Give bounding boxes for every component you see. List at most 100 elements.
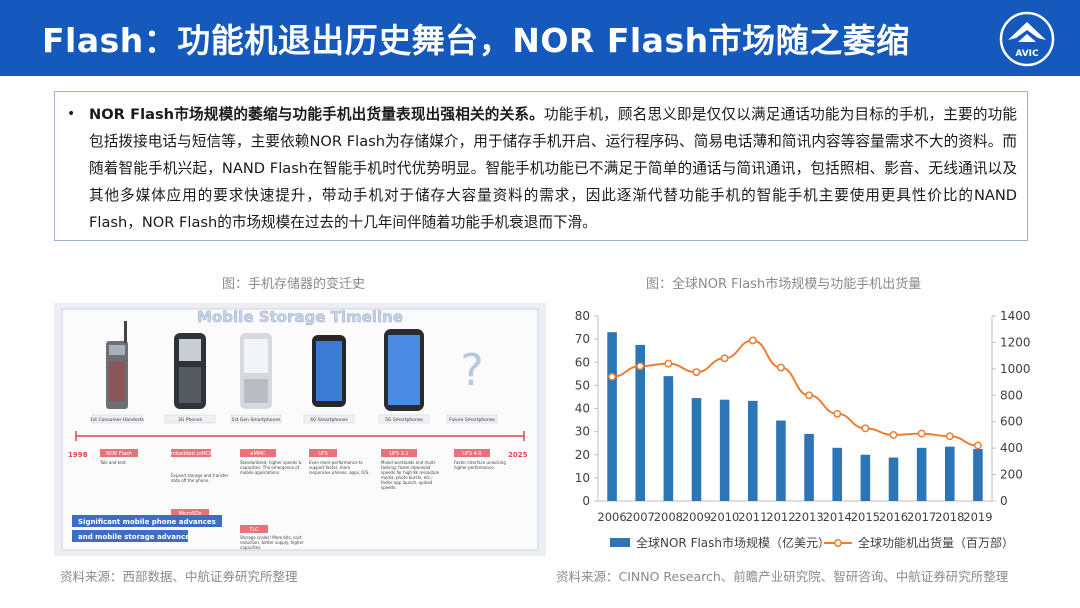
y-tick-label-right: 1000 bbox=[1000, 362, 1031, 376]
bar bbox=[945, 446, 955, 501]
y-tick-label-left: 30 bbox=[575, 425, 590, 439]
mobile-storage-timeline: Mobile Storage Timeline ? 1st Consumer H… bbox=[54, 303, 546, 556]
y-tick-label-left: 10 bbox=[575, 471, 590, 485]
x-tick-label: 2014 bbox=[823, 510, 852, 524]
tag-tlc: TLC bbox=[248, 527, 259, 533]
legend-swatch-bar bbox=[610, 538, 630, 547]
tag-nor: NOR Flash bbox=[106, 451, 132, 457]
timeline-title: Mobile Storage Timeline bbox=[197, 308, 403, 326]
legend-marker-line bbox=[834, 539, 842, 547]
phase-desc: Faster interface unlocking higher perfor… bbox=[454, 460, 506, 470]
line-point bbox=[636, 362, 645, 371]
y-tick-label-right: 1400 bbox=[1000, 309, 1031, 323]
bar bbox=[776, 420, 786, 501]
phase-label: Future Smartphones bbox=[449, 417, 495, 423]
line-point bbox=[945, 432, 954, 441]
banner-line-2: and mobile storage advances: bbox=[78, 533, 197, 541]
line-point bbox=[720, 354, 729, 363]
y-tick-label-left: 50 bbox=[575, 378, 590, 392]
phase-label: 1st Consumer Handsets bbox=[90, 417, 145, 423]
x-tick-label: 2009 bbox=[682, 510, 711, 524]
summary-paragraph: NOR Flash市场规模的萎缩与功能手机出货量表现出强相关的关系。功能手机，顾… bbox=[89, 101, 1017, 236]
legend-label-line: 全球功能机出货量（百万部） bbox=[858, 535, 1014, 550]
line-point bbox=[664, 359, 673, 368]
phase-desc: Mixed workloads and multi-tasking; faste… bbox=[381, 460, 440, 490]
right-source: 资料来源：CINNO Research、前瞻产业研究院、智研咨询、中航证券研究所… bbox=[556, 569, 1009, 584]
line-point bbox=[833, 409, 842, 418]
phase-desc: Talk and text. bbox=[100, 460, 127, 465]
tag-microsd: MicroSDs bbox=[178, 511, 201, 517]
bar bbox=[719, 399, 730, 501]
summary-bold: NOR Flash市场规模的萎缩与功能手机出货量表现出强相关的关系。 bbox=[89, 106, 544, 123]
title-bar: Flash：功能机退出历史舞台，NOR Flash市场随之萎缩 AVIC bbox=[0, 0, 1080, 76]
bar bbox=[973, 448, 983, 501]
phase-label: 1st Gen Smartphones bbox=[232, 417, 282, 423]
y-tick-label-right: 200 bbox=[1000, 468, 1023, 482]
tag-ufs40: UFS 4.0 bbox=[462, 451, 481, 457]
x-tick-label: 2010 bbox=[710, 510, 739, 524]
y-tick-label-left: 0 bbox=[582, 494, 590, 508]
x-tick-label: 2012 bbox=[766, 510, 795, 524]
nor-flash-combo-chart: 0102030405060708002004006008001000120014… bbox=[575, 309, 1031, 550]
summary-bullet: • bbox=[67, 106, 76, 122]
x-tick-label: 2006 bbox=[597, 510, 626, 524]
phase-desc: Even more performance to support faster,… bbox=[309, 460, 370, 475]
phase-desc: Standardized, higher speeds & capacities… bbox=[240, 460, 302, 475]
phone-5g-icon bbox=[384, 329, 424, 411]
line-point bbox=[608, 372, 617, 381]
bar bbox=[748, 400, 758, 501]
x-tick-label: 2007 bbox=[626, 510, 655, 524]
legend-label-bar: 全球NOR Flash市场规模（亿美元） bbox=[636, 535, 830, 550]
left-source: 资料来源：西部数据、中航证券研究所整理 bbox=[60, 569, 298, 584]
phase-desc: Expand storage and transfer data off the… bbox=[171, 473, 229, 483]
year-start: 1998 bbox=[68, 451, 88, 459]
phase-label: 3G Phones bbox=[178, 417, 203, 423]
phone-3g-icon bbox=[174, 333, 206, 409]
line-point bbox=[889, 430, 898, 439]
summary-box: • NOR Flash市场规模的萎缩与功能手机出货量表现出强相关的关系。功能手机… bbox=[54, 91, 1028, 241]
bar bbox=[663, 376, 674, 501]
line-point bbox=[748, 336, 757, 345]
tag-embedded: Embedded (eMCP) bbox=[168, 451, 214, 457]
tlc-desc: Storage scales! More bits, cost reductio… bbox=[240, 535, 304, 550]
phone-brick-icon bbox=[106, 321, 128, 409]
bar bbox=[804, 433, 814, 501]
y-tick-label-right: 800 bbox=[1000, 388, 1023, 402]
tag-emmc: eMMC bbox=[250, 451, 266, 457]
bar bbox=[691, 398, 702, 501]
x-tick-label: 2019 bbox=[963, 510, 992, 524]
banner-line-1: Significant mobile phone advances bbox=[78, 518, 216, 526]
line-point bbox=[692, 368, 701, 377]
avic-logo-icon: AVIC bbox=[999, 11, 1055, 67]
future-question-icon: ? bbox=[460, 345, 483, 396]
left-caption: 图：手机存储器的变迁史 bbox=[222, 277, 366, 292]
page-title: Flash：功能机退出历史舞台，NOR Flash市场随之萎缩 bbox=[42, 21, 910, 60]
logo-text: AVIC bbox=[1015, 49, 1039, 59]
y-tick-label-right: 400 bbox=[1000, 441, 1023, 455]
x-tick-label: 2015 bbox=[851, 510, 880, 524]
x-tick-label: 2013 bbox=[794, 510, 823, 524]
phase-label: 4G Smartphones bbox=[310, 417, 348, 423]
y-tick-label-left: 40 bbox=[575, 402, 590, 416]
line-point bbox=[776, 363, 785, 372]
bar bbox=[916, 447, 927, 501]
summary-body: 功能手机，顾名思义即是仅仅以满足通话功能为目标的手机，主要的功能包括拨接电话与短… bbox=[89, 106, 1017, 231]
y-tick-label-right: 0 bbox=[1000, 494, 1008, 508]
line-point bbox=[861, 424, 870, 433]
line-point bbox=[917, 429, 926, 438]
line-point bbox=[973, 441, 982, 450]
bar bbox=[832, 447, 842, 501]
x-tick-label: 2011 bbox=[738, 510, 767, 524]
bar bbox=[860, 454, 871, 501]
phone-4g-icon bbox=[312, 335, 346, 407]
line-point bbox=[805, 391, 814, 400]
y-tick-label-left: 20 bbox=[575, 448, 590, 462]
x-tick-label: 2016 bbox=[879, 510, 908, 524]
y-tick-label-right: 600 bbox=[1000, 415, 1023, 429]
y-tick-label-left: 60 bbox=[575, 355, 590, 369]
right-caption: 图：全球NOR Flash市场规模与功能手机出货量 bbox=[646, 277, 922, 292]
bar bbox=[888, 457, 899, 501]
bar bbox=[635, 344, 645, 501]
y-tick-label-left: 80 bbox=[575, 309, 590, 323]
tag-ufs: UFS bbox=[318, 451, 328, 457]
